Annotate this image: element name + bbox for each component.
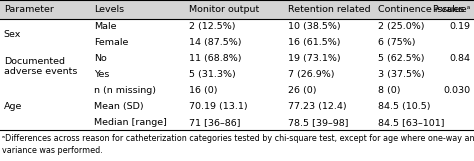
Text: 84.5 [63–101]: 84.5 [63–101]: [378, 118, 445, 127]
Text: 19 (73.1%): 19 (73.1%): [288, 54, 341, 63]
Text: n (n missing): n (n missing): [94, 86, 156, 95]
Text: 0.19: 0.19: [449, 22, 470, 31]
Text: 84.5 (10.5): 84.5 (10.5): [378, 102, 431, 111]
Text: 5 (31.3%): 5 (31.3%): [189, 70, 236, 79]
Text: 10 (38.5%): 10 (38.5%): [288, 22, 341, 31]
Text: Age: Age: [4, 102, 22, 111]
Text: Median [range]: Median [range]: [94, 118, 167, 127]
Text: 2 (25.0%): 2 (25.0%): [378, 22, 425, 31]
Text: 2 (12.5%): 2 (12.5%): [189, 22, 235, 31]
Text: Female: Female: [94, 38, 128, 47]
Text: Continence issues: Continence issues: [378, 5, 465, 14]
Text: 11 (68.8%): 11 (68.8%): [189, 54, 241, 63]
Text: Documented
adverse events: Documented adverse events: [4, 57, 77, 76]
Text: Retention related: Retention related: [288, 5, 371, 14]
Text: 71 [36–86]: 71 [36–86]: [189, 118, 240, 127]
Text: 16 (0): 16 (0): [189, 86, 217, 95]
Text: 8 (0): 8 (0): [378, 86, 401, 95]
Text: Mean (SD): Mean (SD): [94, 102, 144, 111]
Text: 14 (87.5%): 14 (87.5%): [189, 38, 241, 47]
Text: 0.030: 0.030: [443, 86, 470, 95]
Text: Parameter: Parameter: [4, 5, 54, 14]
Text: 7 (26.9%): 7 (26.9%): [288, 70, 335, 79]
Text: P-valueᵃ: P-valueᵃ: [432, 5, 470, 14]
Text: 16 (61.5%): 16 (61.5%): [288, 38, 341, 47]
Text: 6 (75%): 6 (75%): [378, 38, 416, 47]
Text: 70.19 (13.1): 70.19 (13.1): [189, 102, 247, 111]
Text: No: No: [94, 54, 107, 63]
Text: Monitor output: Monitor output: [189, 5, 259, 14]
Text: 3 (37.5%): 3 (37.5%): [378, 70, 425, 79]
Text: Yes: Yes: [94, 70, 109, 79]
Text: 5 (62.5%): 5 (62.5%): [378, 54, 425, 63]
Text: 77.23 (12.4): 77.23 (12.4): [288, 102, 347, 111]
Text: Sex: Sex: [4, 30, 21, 39]
Text: 78.5 [39–98]: 78.5 [39–98]: [288, 118, 349, 127]
Bar: [0, 0, 474, 19]
Text: Male: Male: [94, 22, 116, 31]
Text: 0.84: 0.84: [449, 54, 470, 63]
Text: ᵃDifferences across reason for catheterization categories tested by chi-square t: ᵃDifferences across reason for catheteri…: [2, 134, 474, 155]
Text: Levels: Levels: [94, 5, 124, 14]
Text: 26 (0): 26 (0): [288, 86, 317, 95]
